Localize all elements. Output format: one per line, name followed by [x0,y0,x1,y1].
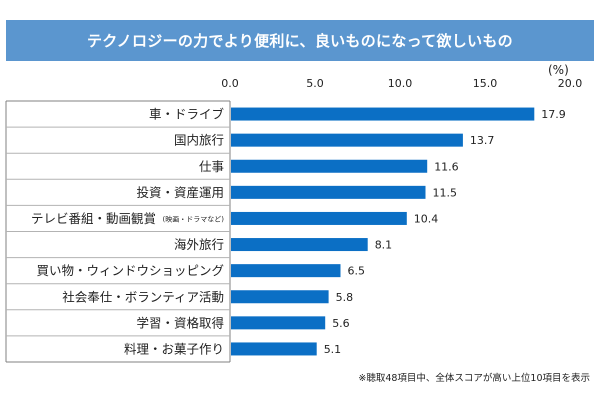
category-label: 国内旅行 [174,133,224,148]
unit-label: (%) [548,63,569,77]
x-tick-label: 5.0 [306,77,324,90]
category-label: 社会奉仕・ボランティア活動 [62,289,224,304]
category-label: 学習・資格取得 [136,315,224,330]
x-tick-label: 0.0 [221,77,239,90]
bar-value-label: 11.6 [434,160,459,173]
category-label: 料理・お菓子作り [124,341,224,356]
category-label: 買い物・ウィンドウショッピング [36,263,224,278]
category-label: 海外旅行 [174,237,224,252]
bar [231,264,341,278]
title-banner: テクノロジーの力でより便利に、良いものになって欲しいもの [6,20,594,61]
bar-value-label: 17.9 [541,108,566,121]
bar-value-label: 6.5 [348,265,366,278]
x-tick-label: 10.0 [388,77,413,90]
bar-value-label: 8.1 [375,239,393,252]
bar-value-label: 11.5 [433,186,458,199]
category-label: 仕事 [199,159,224,174]
bar [231,316,326,330]
bar [231,238,368,252]
bar [231,342,317,356]
bar-value-label: 5.6 [332,317,350,330]
bar [231,290,329,304]
category-label: テレビ番組・動画観賞 [31,211,156,226]
bar-value-label: 5.1 [324,343,342,356]
footnote: ※聴取48項目中、全体スコアが高い上位10項目を表示 [358,373,590,384]
category-sublabel: (映画・ドラマなど) [163,214,225,223]
x-tick-label: 15.0 [473,77,498,90]
bar [231,159,428,173]
bar-value-label: 5.8 [336,291,354,304]
chart-title: テクノロジーの力でより便利に、良いものになって欲しいもの [86,32,513,50]
x-tick-label: 20.0 [558,77,583,90]
bar [231,107,535,121]
category-label: 投資・資産運用 [136,185,224,200]
bar-value-label: 10.4 [414,212,439,225]
bar [231,133,463,147]
bar [231,185,426,199]
bar-value-label: 13.7 [470,134,495,147]
category-label: 車・ドライブ [149,107,225,122]
bar [231,211,407,225]
